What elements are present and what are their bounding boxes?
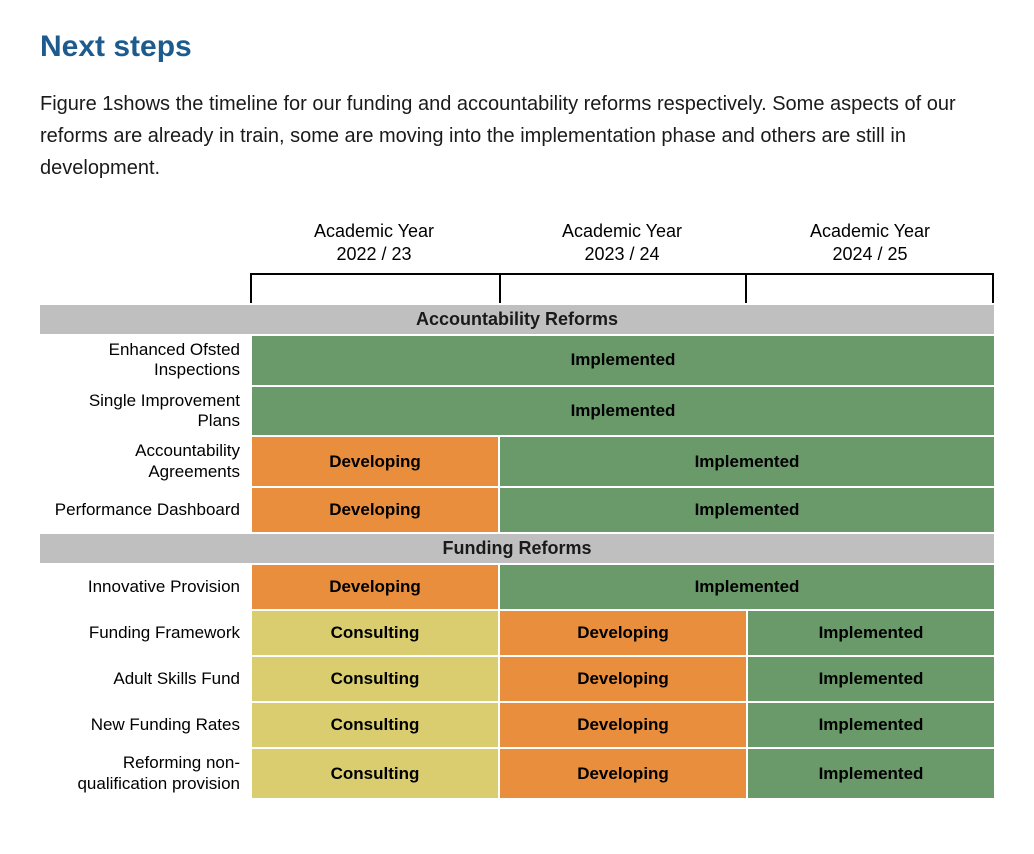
row-label: Reforming non-qualification provision: [40, 749, 250, 798]
row-label: Innovative Provision: [40, 573, 250, 601]
status-cell-developing: Developing: [250, 565, 498, 609]
year-header: Academic Year 2023 / 24: [498, 220, 746, 271]
timeline-row: New Funding RatesConsultingDevelopingImp…: [40, 703, 994, 747]
status-cell-implemented: Implemented: [746, 703, 994, 747]
status-cell-implemented: Implemented: [746, 611, 994, 655]
row-label: Enhanced Ofsted Inspections: [40, 336, 250, 385]
status-cell-developing: Developing: [250, 488, 498, 532]
timeline-row: Funding FrameworkConsultingDevelopingImp…: [40, 611, 994, 655]
status-cell-implemented: Implemented: [746, 749, 994, 798]
status-cell-developing: Developing: [250, 437, 498, 486]
year-header-line2: 2022 / 23: [336, 244, 411, 264]
year-header-line1: Academic Year: [562, 221, 682, 241]
status-cell-consulting: Consulting: [250, 657, 498, 701]
status-cell-consulting: Consulting: [250, 749, 498, 798]
status-cell-consulting: Consulting: [250, 703, 498, 747]
status-cell-implemented: Implemented: [498, 565, 994, 609]
sections-container: Accountability ReformsEnhanced Ofsted In…: [40, 305, 994, 798]
row-label: Accountability Agreements: [40, 437, 250, 486]
status-cell-implemented: Implemented: [250, 387, 994, 436]
row-label: Adult Skills Fund: [40, 665, 250, 693]
status-cell-developing: Developing: [498, 703, 746, 747]
year-header-line1: Academic Year: [810, 221, 930, 241]
timeline-row: Reforming non-qualification provisionCon…: [40, 749, 994, 798]
section-header: Funding Reforms: [40, 534, 994, 563]
row-label: Performance Dashboard: [40, 496, 250, 524]
year-headers-row: Academic Year 2022 / 23 Academic Year 20…: [40, 220, 994, 271]
year-header-line2: 2024 / 25: [832, 244, 907, 264]
status-cell-developing: Developing: [498, 657, 746, 701]
row-label: Funding Framework: [40, 619, 250, 647]
timeline-row: Innovative ProvisionDevelopingImplemente…: [40, 565, 994, 609]
status-cell-implemented: Implemented: [498, 437, 994, 486]
row-label: New Funding Rates: [40, 711, 250, 739]
row-label: Single Improvement Plans: [40, 387, 250, 436]
status-cell-developing: Developing: [498, 749, 746, 798]
body-paragraph: Figure 1shows the timeline for our fundi…: [40, 88, 994, 184]
section-heading: Next steps: [40, 30, 994, 64]
timeline-row: Accountability AgreementsDevelopingImple…: [40, 437, 994, 486]
year-bracket: [40, 273, 994, 303]
timeline-row: Enhanced Ofsted InspectionsImplemented: [40, 336, 994, 385]
status-cell-consulting: Consulting: [250, 611, 498, 655]
year-header-line2: 2023 / 24: [584, 244, 659, 264]
status-cell-developing: Developing: [498, 611, 746, 655]
section-header: Accountability Reforms: [40, 305, 994, 334]
year-header: Academic Year 2022 / 23: [250, 220, 498, 271]
timeline-chart: Academic Year 2022 / 23 Academic Year 20…: [40, 220, 994, 798]
status-cell-implemented: Implemented: [250, 336, 994, 385]
year-header-line1: Academic Year: [314, 221, 434, 241]
timeline-row: Performance DashboardDevelopingImplement…: [40, 488, 994, 532]
timeline-row: Adult Skills FundConsultingDevelopingImp…: [40, 657, 994, 701]
status-cell-implemented: Implemented: [746, 657, 994, 701]
timeline-row: Single Improvement PlansImplemented: [40, 387, 994, 436]
year-header: Academic Year 2024 / 25: [746, 220, 994, 271]
status-cell-implemented: Implemented: [498, 488, 994, 532]
